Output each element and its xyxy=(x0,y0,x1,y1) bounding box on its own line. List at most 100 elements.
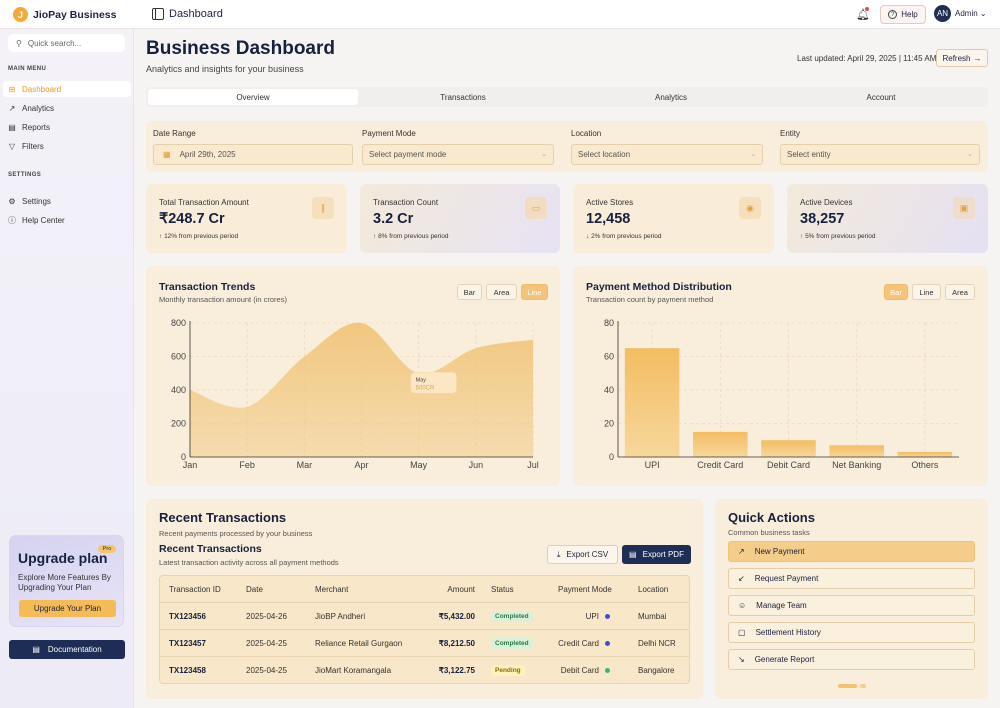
settlement-history-button[interactable]: ▢ Settlement History xyxy=(728,622,975,643)
y-tick-label: 0 xyxy=(609,452,614,462)
export-csv-button[interactable]: ⤓ Export CSV xyxy=(547,545,618,564)
chart-type-bar-button[interactable]: Bar xyxy=(457,284,482,300)
table-row[interactable]: TX123458 2025-04-25 JioMart Koramangala … xyxy=(160,656,689,683)
carousel-dot-active[interactable] xyxy=(838,684,857,688)
location-select[interactable]: Select location ⌄ xyxy=(571,144,763,165)
chart-type-area-button[interactable]: Area xyxy=(486,284,517,300)
export-pdf-button[interactable]: ▤ Export PDF xyxy=(622,545,691,564)
line-chart-icon: ↘ xyxy=(738,655,745,664)
sidebar-item-dashboard[interactable]: ⊞ Dashboard xyxy=(3,81,131,97)
users-icon: ☺ xyxy=(738,601,747,610)
date-range-label: Date Range xyxy=(153,129,196,138)
y-tick-label: 0 xyxy=(181,452,186,462)
avatar[interactable]: AN xyxy=(934,5,951,22)
stat-value: 38,257 xyxy=(800,211,845,227)
new-payment-button[interactable]: ↗ New Payment xyxy=(728,541,975,562)
user-menu[interactable]: Admin ⌄ xyxy=(955,9,987,18)
generate-report-button[interactable]: ↘ Generate Report xyxy=(728,649,975,670)
x-tick-label: Others xyxy=(911,460,939,470)
payment-mode-cell: Credit Card xyxy=(540,630,610,657)
sidebar-item-filters[interactable]: ▽ Filters xyxy=(3,138,131,154)
last-updated: Last updated: April 29, 2025 | 11:45 AM xyxy=(797,54,937,63)
chart-type-area-button[interactable]: Area xyxy=(945,284,975,300)
tab-transactions[interactable]: Transactions xyxy=(440,92,486,102)
bar-debit-card xyxy=(761,440,816,457)
bar-others xyxy=(897,451,953,457)
x-tick-label: Jul xyxy=(527,460,539,470)
bar-net-banking xyxy=(829,445,884,457)
chevron-down-icon: ⌄ xyxy=(979,9,987,18)
table-row[interactable]: TX123457 2025-04-25 Reliance Retail Gurg… xyxy=(160,629,689,657)
payment-title: Payment Method Distribution xyxy=(586,281,732,293)
wallet-icon: ▢ xyxy=(738,628,746,637)
filter-icon: ▽ xyxy=(8,141,16,151)
chart-type-line-button[interactable]: Line xyxy=(521,284,548,300)
x-tick-label: Apr xyxy=(354,460,368,470)
sidebar-item-settings[interactable]: ⚙ Settings xyxy=(3,193,131,209)
payment-mode-select[interactable]: Select payment mode ⌄ xyxy=(362,144,554,165)
transaction-trends-chart: 0 200 400 600 800 Jan Feb Mar Apr May Jun Jul May 500… xyxy=(171,318,539,470)
payment-mode-dot xyxy=(605,614,610,619)
date-range-picker[interactable]: ▦ April 29th, 2025 xyxy=(153,144,353,165)
documentation-button[interactable]: ▤ Documentation xyxy=(9,640,125,659)
search-input[interactable]: ⚲ Quick search... xyxy=(8,34,125,52)
request-payment-button[interactable]: ↙ Request Payment xyxy=(728,568,975,589)
chart-type-bar-button[interactable]: Bar xyxy=(884,284,908,300)
payment-mode: UPI xyxy=(585,612,599,621)
date-range-value: April 29th, 2025 xyxy=(179,150,236,159)
column-header: Status xyxy=(491,584,514,594)
sidebar-toggle-icon[interactable] xyxy=(152,8,164,20)
export-pdf-label: Export PDF xyxy=(642,550,684,559)
payment-method-chart: 0 20 40 60 80 UPI Credit Card Debit Card Net Ban… xyxy=(604,318,959,470)
sidebar-item-reports[interactable]: ▤ Reports xyxy=(3,119,131,135)
document-icon: ▤ xyxy=(32,645,40,654)
arrow-down-left-icon: ↙ xyxy=(738,574,745,583)
recent-title-secondary: Recent Transactions xyxy=(159,543,262,555)
action-label: Request Payment xyxy=(754,574,819,583)
tab-account[interactable]: Account xyxy=(866,92,896,102)
location-value: Select location xyxy=(578,150,631,159)
stat-label: Active Devices xyxy=(800,198,853,207)
download-icon: ⤓ xyxy=(556,549,561,559)
amount: ₹8,212.50 xyxy=(438,639,475,648)
upgrade-title: Upgrade plan xyxy=(18,550,108,566)
table-header-row: Transaction ID Date Merchant Amount Stat… xyxy=(160,576,689,602)
refresh-button[interactable]: Refresh → xyxy=(936,49,988,67)
tab-analytics[interactable]: Analytics xyxy=(654,92,687,102)
jiopay-logo-icon: J xyxy=(13,7,28,22)
sidebar-item-label: Analytics xyxy=(22,103,55,113)
settings-header: SETTINGS xyxy=(8,172,42,178)
notification-bell-icon[interactable]: 🔔︎ xyxy=(856,7,870,21)
x-tick-label: Credit Card xyxy=(697,460,743,470)
transactions-table: Transaction ID Date Merchant Amount Stat… xyxy=(159,575,690,684)
stat-change-text: 2% from previous period xyxy=(591,233,662,240)
payment-mode: Debit Card xyxy=(560,666,599,675)
stat-card-transaction-count: Transaction Count 3.2 Cr ↑ 8% from previ… xyxy=(360,184,560,253)
arrow-right-icon: → xyxy=(973,53,982,63)
sidebar-item-analytics[interactable]: ↗ Analytics xyxy=(3,100,131,116)
payment-mode-cell: UPI xyxy=(540,603,610,630)
manage-team-button[interactable]: ☺ Manage Team xyxy=(728,595,975,616)
chart-type-line-button[interactable]: Line xyxy=(912,284,941,300)
y-tick-label: 800 xyxy=(171,318,186,328)
brand[interactable]: J JioPay Business xyxy=(13,7,116,22)
help-button[interactable]: ? Help xyxy=(880,5,926,24)
sidebar-item-help-center[interactable]: ⓘ Help Center xyxy=(3,212,131,228)
table-row[interactable]: TX123456 2025-04-26 JioBP Andheri ₹5,432… xyxy=(160,602,689,630)
upgrade-button[interactable]: Upgrade Your Plan xyxy=(19,600,116,617)
device-icon: ▣ xyxy=(953,197,975,219)
recent-title: Recent Transactions xyxy=(159,510,287,525)
action-label: Settlement History xyxy=(755,628,821,637)
chevron-down-icon: ⌄ xyxy=(967,151,973,158)
carousel-indicator[interactable] xyxy=(838,684,866,688)
stat-card-active-devices: Active Devices 38,257 ↑ 5% from previous… xyxy=(787,184,988,253)
x-tick-label: Jan xyxy=(183,460,198,470)
action-label: Manage Team xyxy=(756,601,807,610)
entity-select[interactable]: Select entity ⌄ xyxy=(780,144,980,165)
stat-card-total-amount: Total Transaction Amount ₹248.7 Cr ↑ 12%… xyxy=(146,184,347,253)
carousel-dot[interactable] xyxy=(860,684,866,688)
tab-overview[interactable]: Overview xyxy=(148,89,358,105)
stat-change-text: 12% from previous period xyxy=(164,233,239,240)
payment-subtitle: Transaction count by payment method xyxy=(586,295,714,304)
page-title: Business Dashboard xyxy=(146,38,335,59)
